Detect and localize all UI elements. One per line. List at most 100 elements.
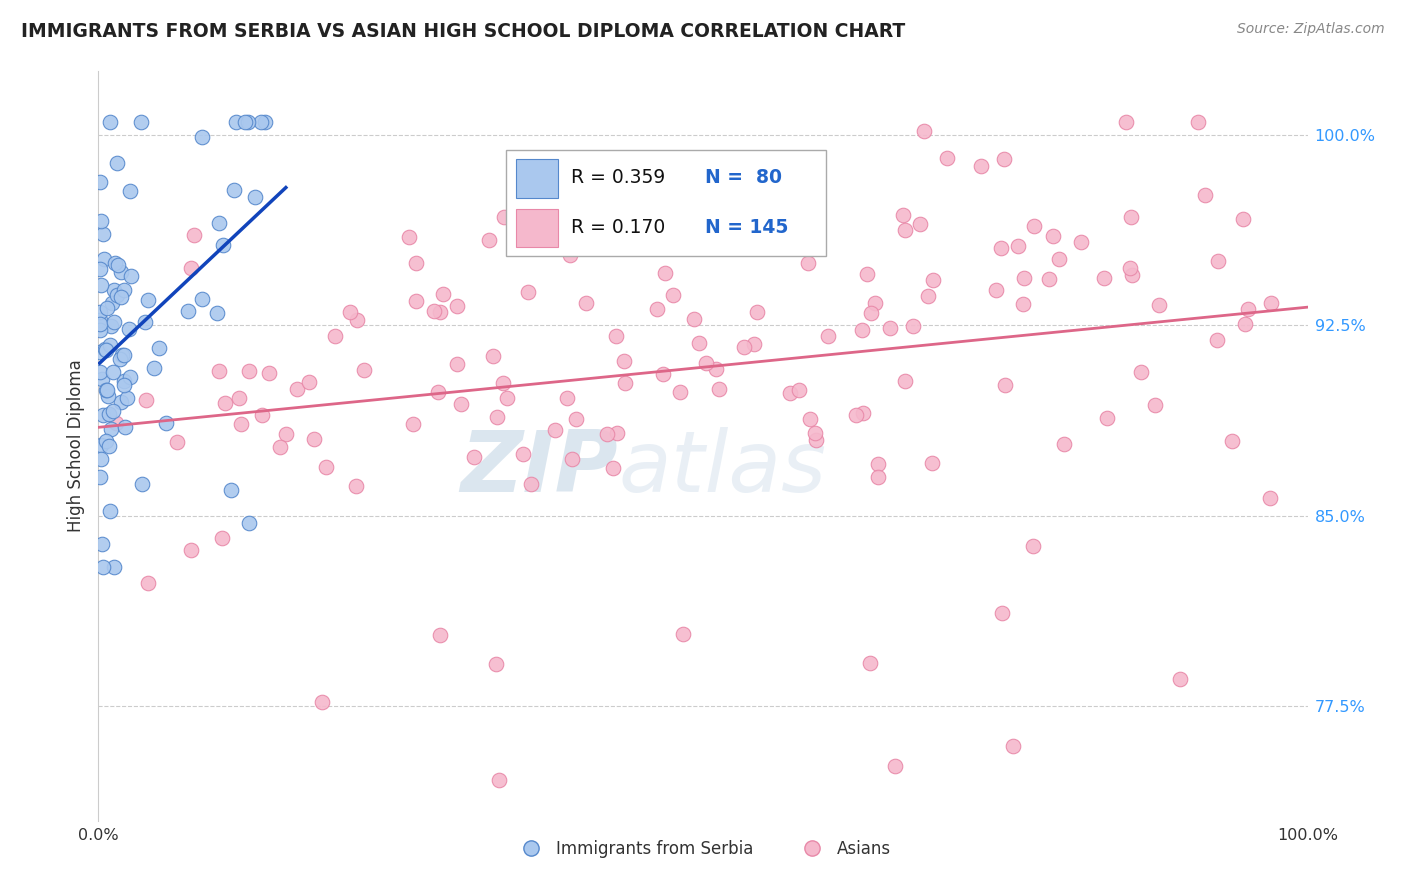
Point xyxy=(398,230,420,244)
Point xyxy=(112,348,135,362)
Point xyxy=(89,323,111,337)
Point xyxy=(645,302,668,317)
Point xyxy=(733,340,755,354)
Point xyxy=(94,383,117,397)
Point xyxy=(90,451,112,466)
Point xyxy=(817,328,839,343)
Point xyxy=(804,433,827,447)
Point xyxy=(1220,434,1243,449)
Point xyxy=(1007,239,1029,253)
Point xyxy=(136,293,159,308)
Point xyxy=(912,124,935,138)
Point xyxy=(990,241,1012,255)
Point xyxy=(96,343,118,357)
Point xyxy=(859,306,882,320)
Point xyxy=(1012,270,1035,285)
Point xyxy=(311,695,333,709)
Legend: Immigrants from Serbia, Asians: Immigrants from Serbia, Asians xyxy=(508,833,898,864)
Point xyxy=(1232,212,1254,227)
Point xyxy=(118,321,141,335)
Point xyxy=(98,439,121,453)
Point xyxy=(112,378,135,392)
Point xyxy=(908,217,931,231)
Point xyxy=(804,426,827,441)
Point xyxy=(605,329,627,343)
Point xyxy=(131,477,153,491)
Point xyxy=(1237,301,1260,316)
Point xyxy=(921,273,943,287)
Point xyxy=(89,365,111,379)
Point xyxy=(1115,115,1137,129)
Point xyxy=(100,318,122,333)
Point xyxy=(991,606,1014,620)
Point xyxy=(591,175,613,189)
Point xyxy=(107,258,129,272)
Point xyxy=(482,349,505,363)
Point xyxy=(747,305,769,319)
FancyBboxPatch shape xyxy=(506,151,827,256)
Point xyxy=(1119,211,1142,225)
Point xyxy=(236,115,259,129)
Point xyxy=(100,338,122,352)
Point xyxy=(859,656,882,670)
Point xyxy=(90,277,112,292)
Point xyxy=(669,385,692,400)
Point xyxy=(903,319,925,334)
Point xyxy=(249,115,271,129)
Point xyxy=(917,289,939,303)
Point xyxy=(695,356,717,370)
Point xyxy=(672,627,695,641)
Point xyxy=(1002,739,1025,753)
Point xyxy=(485,657,508,671)
Point xyxy=(191,130,214,145)
Point xyxy=(852,406,875,420)
Point xyxy=(190,292,212,306)
Point xyxy=(1042,229,1064,244)
Point xyxy=(596,426,619,441)
Point xyxy=(1024,219,1046,234)
Point xyxy=(1021,539,1043,553)
Point xyxy=(114,420,136,434)
Text: R = 0.170: R = 0.170 xyxy=(571,218,665,237)
Point xyxy=(238,516,260,531)
Point xyxy=(285,382,308,396)
Point xyxy=(98,503,121,517)
Point xyxy=(993,152,1015,166)
Point xyxy=(485,410,508,425)
Point xyxy=(863,295,886,310)
Point xyxy=(105,288,128,302)
Point xyxy=(1130,365,1153,379)
Point xyxy=(103,283,125,297)
Point xyxy=(93,252,115,267)
Point xyxy=(1258,491,1281,505)
Point xyxy=(298,376,321,390)
Point xyxy=(704,362,727,376)
Text: R = 0.359: R = 0.359 xyxy=(571,169,665,187)
Point xyxy=(136,575,159,590)
Point xyxy=(235,115,257,129)
Point xyxy=(429,305,451,319)
Point xyxy=(893,208,915,222)
Point xyxy=(894,223,917,237)
Point xyxy=(1187,115,1209,129)
Point xyxy=(89,317,111,331)
Point xyxy=(432,287,454,301)
Point xyxy=(516,285,538,299)
Point xyxy=(1168,672,1191,686)
Point xyxy=(103,559,125,574)
Point xyxy=(555,391,578,405)
Point xyxy=(779,385,801,400)
Bar xyxy=(516,160,558,198)
Point xyxy=(423,304,446,318)
Point xyxy=(893,374,915,388)
Point xyxy=(662,288,685,302)
Point xyxy=(346,313,368,327)
Point xyxy=(100,422,122,436)
Bar xyxy=(516,209,558,247)
Point xyxy=(112,284,135,298)
Point xyxy=(1233,317,1256,331)
Point xyxy=(446,357,468,371)
Point xyxy=(344,479,367,493)
Point xyxy=(238,363,260,377)
Point xyxy=(315,460,337,475)
